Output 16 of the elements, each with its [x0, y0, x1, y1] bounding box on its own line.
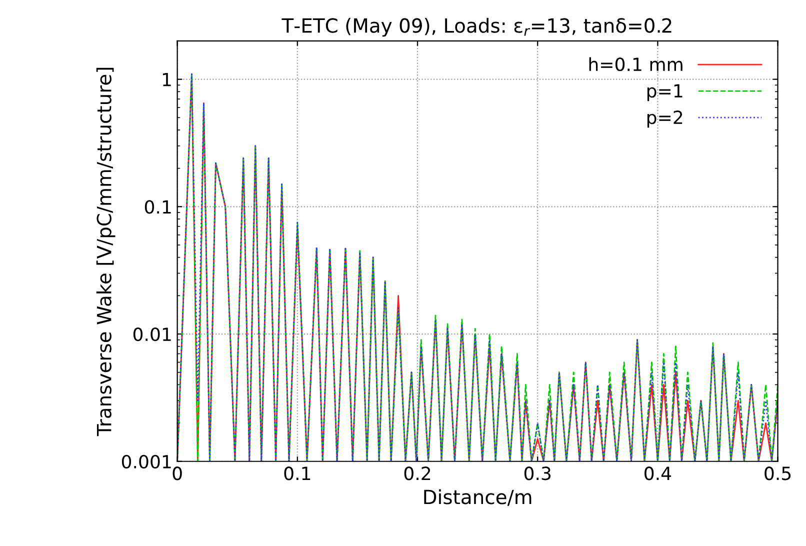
x-tick-label: 0.2	[404, 466, 430, 480]
chart-title: T-ETC (May 09), Loads: ε$_{r}$=13, tanδ=0.2	[282, 18, 672, 37]
y-tick-label: 0.1	[144, 200, 171, 214]
x-tick-label: 0.3	[524, 466, 551, 480]
y-axis-title: Transverse Wake [V/pC/mm/structure]	[96, 68, 116, 436]
x-tick-label: 0.5	[764, 466, 791, 480]
legend-label: p=2	[647, 110, 682, 128]
y-tick-label: 1	[162, 72, 171, 86]
legend-label: p=1	[647, 84, 682, 102]
x-axis-title: Distance/m	[424, 489, 532, 506]
y-tick-label: 0.01	[133, 327, 171, 342]
x-tick-label: 0.1	[284, 466, 310, 480]
x-tick-label: 0	[172, 466, 182, 480]
legend-label: h=0.1 mm	[589, 57, 682, 72]
y-tick-label: 0.001	[122, 454, 171, 468]
x-tick-label: 0.4	[644, 466, 672, 480]
